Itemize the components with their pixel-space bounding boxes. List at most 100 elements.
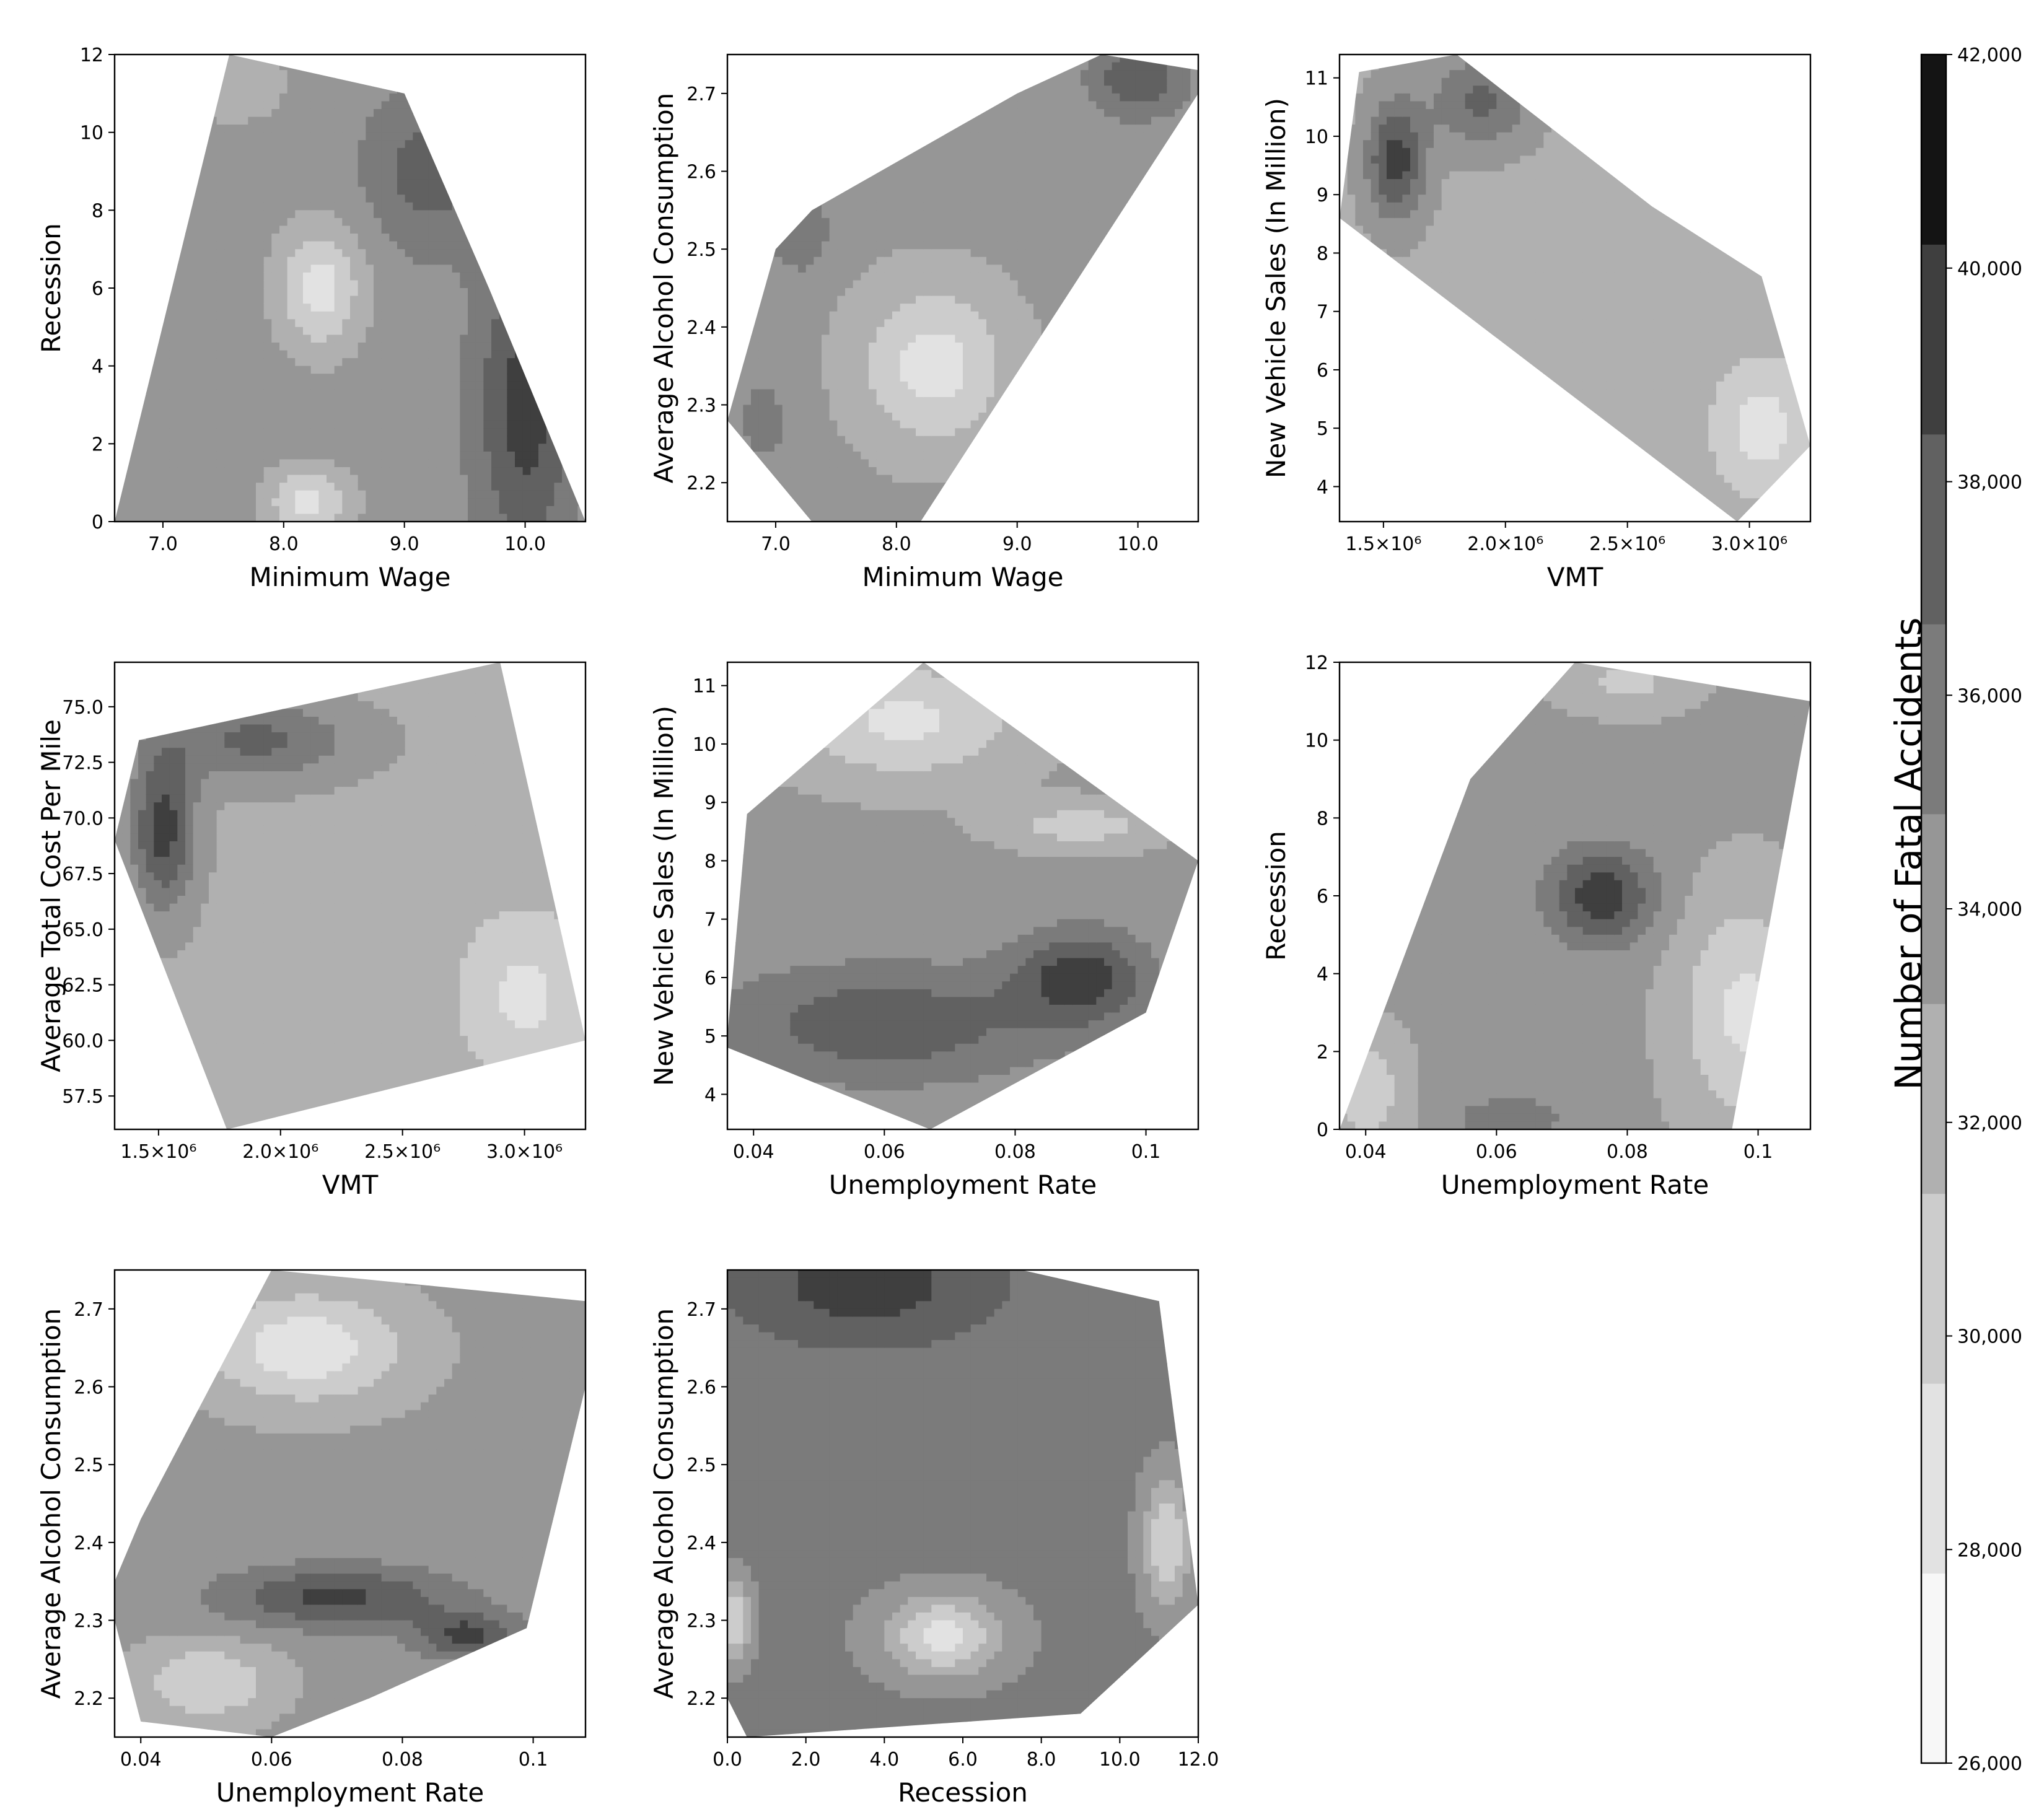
contour-cell: [263, 483, 272, 491]
contour-cell: [822, 108, 830, 118]
contour-cell: [538, 467, 547, 476]
contour-cell: [201, 186, 209, 195]
contour-cell: [515, 234, 524, 242]
contour-cell: [452, 171, 460, 180]
contour-cell: [193, 186, 201, 195]
contour-cell: [845, 225, 854, 234]
contour-cell: [209, 396, 217, 406]
contour-cell: [397, 420, 406, 429]
contour-cell: [460, 217, 468, 227]
contour-cell: [389, 210, 398, 219]
contour-cell: [743, 55, 752, 63]
contour-cell: [334, 405, 343, 413]
contour-cell: [115, 444, 123, 452]
contour-cell: [884, 225, 893, 234]
contour-cell: [256, 101, 265, 110]
contour-cell: [798, 241, 807, 250]
contour-cell: [224, 147, 233, 156]
contour-cell: [366, 93, 374, 102]
contour-cell: [499, 125, 507, 133]
contour-cell: [271, 249, 280, 258]
contour-cell: [327, 413, 335, 421]
contour-cell: [169, 358, 178, 367]
contour-cell: [774, 366, 783, 374]
contour-cell: [829, 319, 838, 328]
contour-cell: [271, 366, 280, 374]
contour-cell: [154, 62, 162, 71]
contour-cell: [318, 147, 327, 156]
contour-cell: [303, 179, 312, 188]
contour-cell: [869, 140, 877, 149]
contour-cell: [428, 396, 437, 406]
contour-cell: [805, 62, 814, 71]
contour-cell: [743, 195, 752, 203]
contour-cell: [115, 179, 123, 188]
contour-cell: [861, 506, 869, 515]
contour-cell: [295, 108, 304, 118]
contour-cell: [805, 241, 814, 250]
contour-cell: [138, 444, 147, 452]
contour-cell: [743, 514, 752, 522]
contour-cell: [798, 179, 807, 188]
contour-cell: [829, 108, 838, 118]
contour-cell: [287, 195, 296, 203]
contour-cell: [248, 374, 257, 382]
contour-cell: [507, 304, 515, 312]
contour-cell: [814, 467, 822, 476]
contour-cell: [790, 436, 799, 444]
contour-cell: [366, 389, 374, 398]
contour-cell: [381, 55, 390, 63]
contour-cell: [735, 272, 743, 281]
contour-cell: [357, 326, 366, 335]
contour-cell: [774, 116, 783, 125]
contour-cell: [853, 350, 861, 359]
contour-cell: [256, 210, 265, 219]
contour-cell: [224, 186, 233, 195]
contour-cell: [853, 444, 861, 452]
contour-cell: [515, 366, 524, 374]
contour-cell: [452, 265, 460, 273]
contour-cell: [782, 77, 791, 86]
contour-cell: [310, 459, 319, 468]
contour-cell: [751, 459, 760, 468]
contour-cell: [444, 514, 453, 522]
contour-cell: [805, 459, 814, 468]
contour-cell: [554, 288, 563, 297]
contour-cell: [357, 483, 366, 491]
contour-cell: [138, 420, 147, 429]
contour-cell: [569, 234, 578, 242]
contour-cell: [798, 514, 807, 522]
contour-cell: [444, 436, 453, 444]
contour-cell: [743, 335, 752, 343]
contour-cell: [303, 311, 312, 320]
contour-cell: [397, 132, 406, 141]
contour-cell: [829, 311, 838, 320]
contour-cell: [374, 225, 382, 234]
contour-cell: [876, 85, 885, 94]
contour-cell: [232, 428, 241, 437]
contour-cell: [546, 116, 555, 125]
contour-cell: [499, 326, 507, 335]
contour-cell: [522, 272, 531, 281]
contour-cell: [318, 163, 327, 172]
contour-cell: [483, 234, 492, 242]
contour-cell: [374, 265, 382, 273]
contour-cell: [130, 444, 139, 452]
contour-cell: [884, 179, 893, 188]
contour-cell: [554, 350, 563, 359]
contour-cell: [460, 296, 468, 304]
contour-fill: [727, 55, 1198, 522]
contour-cell: [389, 140, 398, 149]
contour-cell: [577, 62, 586, 71]
contour-cell: [287, 451, 296, 460]
contour-cell: [224, 483, 233, 491]
contour-cell: [216, 459, 225, 468]
contour-cell: [334, 490, 343, 499]
contour-cell: [318, 132, 327, 141]
contour-cell: [577, 483, 586, 491]
contour-cell: [554, 436, 563, 444]
contour-cell: [209, 272, 217, 281]
contour-cell: [869, 304, 877, 312]
contour-cell: [216, 217, 225, 227]
contour-cell: [782, 288, 791, 297]
